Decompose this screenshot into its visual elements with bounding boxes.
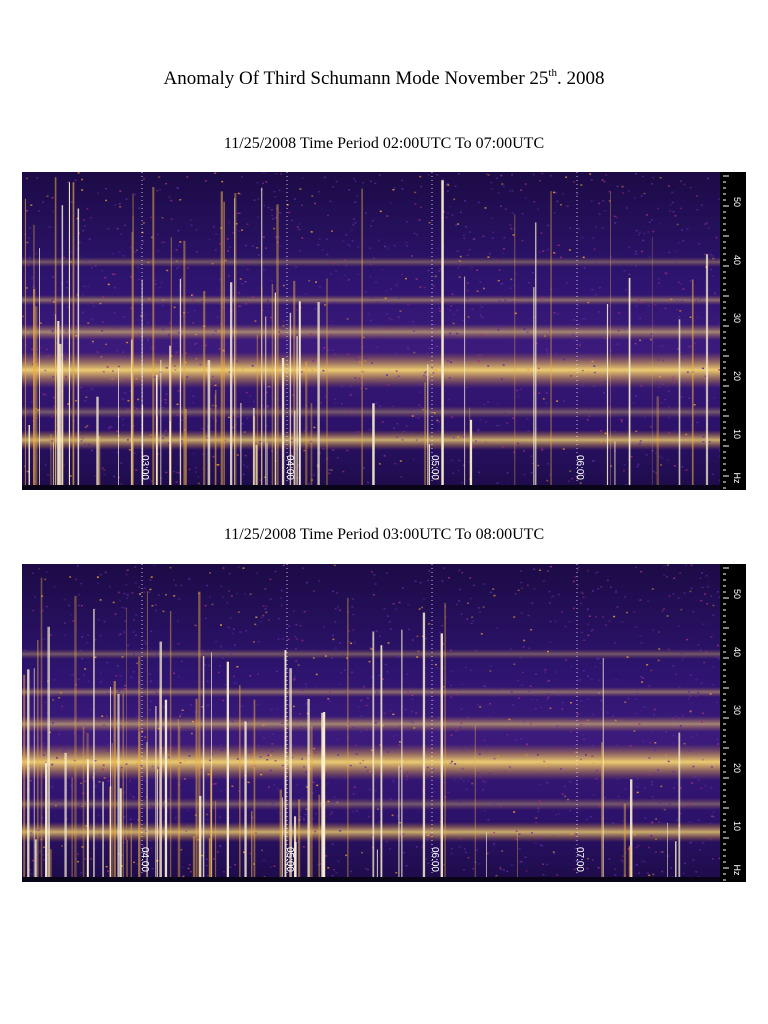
spectrogram-1: 03:00 04:00 05:00 06:00 50 40 30 20 10 Hz [22, 172, 746, 490]
lightning-spikes [23, 577, 681, 882]
time-label: 07:00 [574, 847, 585, 872]
frequency-label: 50 [732, 589, 742, 599]
frequency-unit: Hz [732, 865, 742, 876]
frequency-scale: 50 40 30 20 10 Hz [720, 564, 746, 882]
document-title-end: . 2008 [556, 68, 605, 89]
frequency-label: 40 [732, 647, 742, 657]
time-label: 04:00 [284, 455, 295, 480]
resonance-bands [22, 257, 720, 450]
time-label: 05:00 [429, 455, 440, 480]
frequency-label: 10 [732, 429, 742, 439]
document-title-main: Anomaly Of Third Schumann Mode November … [163, 68, 549, 89]
frequency-scale: 50 40 30 20 10 Hz [720, 172, 746, 490]
spectrogram-2: 04:00 05:00 06:00 07:00 50 40 30 20 10 Hz [22, 564, 746, 882]
panel-1-title: 11/25/2008 Time Period 02:00UTC To 07:00… [223, 135, 545, 152]
frequency-unit: Hz [732, 473, 742, 484]
time-label: 05:00 [284, 847, 295, 872]
frequency-label: 30 [732, 313, 742, 323]
frequency-label: 50 [732, 197, 742, 207]
time-label: 06:00 [574, 455, 585, 480]
time-label: 04:00 [139, 847, 150, 872]
frequency-label: 30 [732, 705, 742, 715]
frequency-label: 10 [732, 821, 742, 831]
panel-2-title: 11/25/2008 Time Period 03:00UTC To 08:00… [223, 526, 545, 543]
time-label: 03:00 [139, 455, 150, 480]
time-label: 06:00 [429, 847, 440, 872]
spectrogram-1-canvas: 03:00 04:00 05:00 06:00 50 40 30 20 10 Hz [22, 172, 746, 490]
frequency-label: 20 [732, 763, 742, 773]
spectrogram-noise [22, 564, 722, 882]
document-title-superscript: th [548, 67, 557, 79]
frequency-label: 20 [732, 371, 742, 381]
frequency-label: 40 [732, 255, 742, 265]
document-title: Anomaly Of Third Schumann Mode November … [0, 68, 768, 90]
lightning-spikes [24, 177, 709, 490]
spectrogram-2-canvas: 04:00 05:00 06:00 07:00 50 40 30 20 10 Hz [22, 564, 746, 882]
